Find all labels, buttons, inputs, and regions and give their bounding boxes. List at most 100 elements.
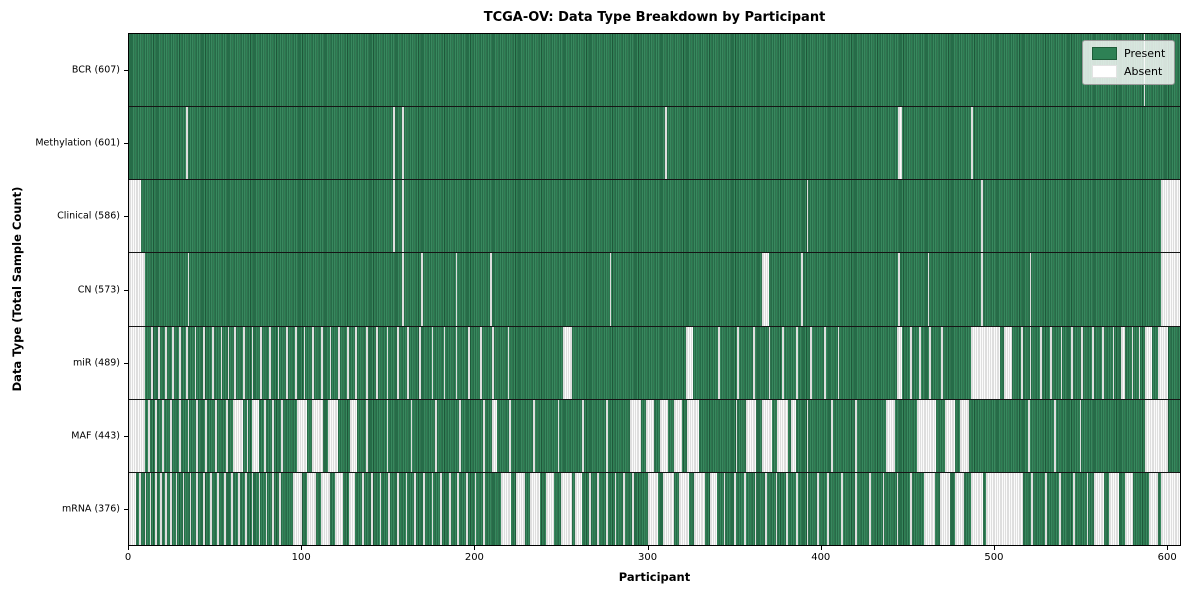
absent-stripe (402, 107, 404, 180)
absent-stripe (149, 472, 152, 545)
absent-stripe (263, 399, 266, 472)
absent-stripe (129, 253, 145, 326)
absent-stripe (182, 472, 185, 545)
absent-stripe (272, 472, 275, 545)
x-tick-mark (993, 546, 995, 550)
absent-stripe (744, 472, 747, 545)
absent-stripe (837, 326, 840, 399)
absent-stripe (917, 399, 937, 472)
absent-stripe (365, 326, 368, 399)
absent-stripe (1039, 326, 1042, 399)
absent-stripe (170, 399, 173, 472)
absent-stripe (1020, 326, 1023, 399)
absent-stripe (1131, 326, 1134, 399)
absent-stripe (448, 472, 451, 545)
y-tick-mark (124, 436, 128, 438)
y-tick-label-bcr: BCR (607) (71, 64, 120, 76)
absent-stripe (230, 472, 233, 545)
y-tick-mark (124, 509, 128, 511)
absent-stripe (562, 326, 572, 399)
absent-stripe (294, 326, 297, 399)
absent-stripe (431, 472, 434, 545)
absent-stripe (929, 326, 932, 399)
absent-stripe (279, 472, 282, 545)
absent-stripe (868, 472, 871, 545)
absent-stripe (327, 399, 339, 472)
x-axis-label: Participant (618, 570, 691, 584)
absent-stripe (129, 180, 142, 253)
plot-area (128, 33, 1181, 546)
absent-stripe (251, 399, 259, 472)
absent-stripe (457, 472, 460, 545)
row-band-bcr (129, 34, 1180, 108)
absent-stripe (402, 180, 404, 253)
absent-stripe (614, 472, 617, 545)
absent-stripe (355, 326, 358, 399)
y-tick-mark (124, 289, 128, 291)
absent-stripe (609, 253, 612, 326)
absent-stripe (777, 399, 788, 472)
y-tick-mark (124, 362, 128, 364)
absent-stripe (217, 472, 219, 545)
absent-stripe (753, 326, 755, 399)
absent-stripe (630, 399, 641, 472)
absent-stripe (775, 472, 778, 545)
absent-stripe (507, 326, 510, 399)
absent-stripe (1086, 472, 1089, 545)
absent-stripe (187, 253, 190, 326)
absent-stripe (673, 399, 683, 472)
absent-stripe (939, 472, 951, 545)
absent-stripe (243, 326, 245, 399)
absent-stripe (981, 180, 983, 253)
absent-stripe (466, 472, 468, 545)
row-band-mrna (129, 472, 1180, 545)
absent-stripe (194, 326, 197, 399)
absent-stripe (205, 399, 207, 472)
absent-stripe (898, 107, 902, 180)
absent-stripe (1160, 253, 1180, 326)
absent-stripe (281, 399, 283, 472)
absent-stripe (154, 399, 157, 472)
absent-stripe (211, 326, 214, 399)
x-tick-mark (128, 546, 129, 550)
absent-stripe (148, 399, 150, 472)
absent-stripe (855, 472, 857, 545)
absent-stripe (986, 472, 1023, 545)
absent-stripe (1093, 472, 1104, 545)
absent-stripe (396, 326, 399, 399)
absent-stripe (685, 326, 693, 399)
absent-stripe (410, 399, 413, 472)
absent-stripe (1112, 326, 1115, 399)
absent-stripe (664, 107, 667, 180)
absent-stripe (144, 472, 147, 545)
absent-stripe (896, 472, 899, 545)
absent-stripe (419, 326, 422, 399)
absent-stripe (830, 399, 833, 472)
absent-stripe (970, 326, 1001, 399)
absent-stripe (561, 472, 572, 545)
absent-stripe (1081, 326, 1084, 399)
absent-stripe (855, 399, 857, 472)
absent-stripe (393, 107, 396, 180)
y-tick-label-clinical: Clinical (586) (57, 210, 120, 222)
absent-stripe (215, 399, 218, 472)
absent-stripe (645, 399, 655, 472)
absent-stripe (1145, 326, 1153, 399)
absent-stripe (530, 472, 541, 545)
absent-stripe (396, 472, 399, 545)
absent-stripe (1157, 326, 1168, 399)
absent-stripe (483, 399, 486, 472)
absent-stripe (1071, 326, 1073, 399)
x-tick-label-600: 600 (1157, 552, 1177, 563)
absent-stripe (196, 472, 199, 545)
absent-stripe (455, 326, 458, 399)
absent-stripe (422, 472, 425, 545)
absent-stripe (761, 253, 769, 326)
absent-stripe (386, 399, 389, 472)
absent-stripe (516, 472, 525, 545)
absent-stripe (479, 326, 482, 399)
absent-stripe (129, 472, 136, 545)
absent-stripe (431, 326, 434, 399)
absent-stripe (187, 399, 190, 472)
